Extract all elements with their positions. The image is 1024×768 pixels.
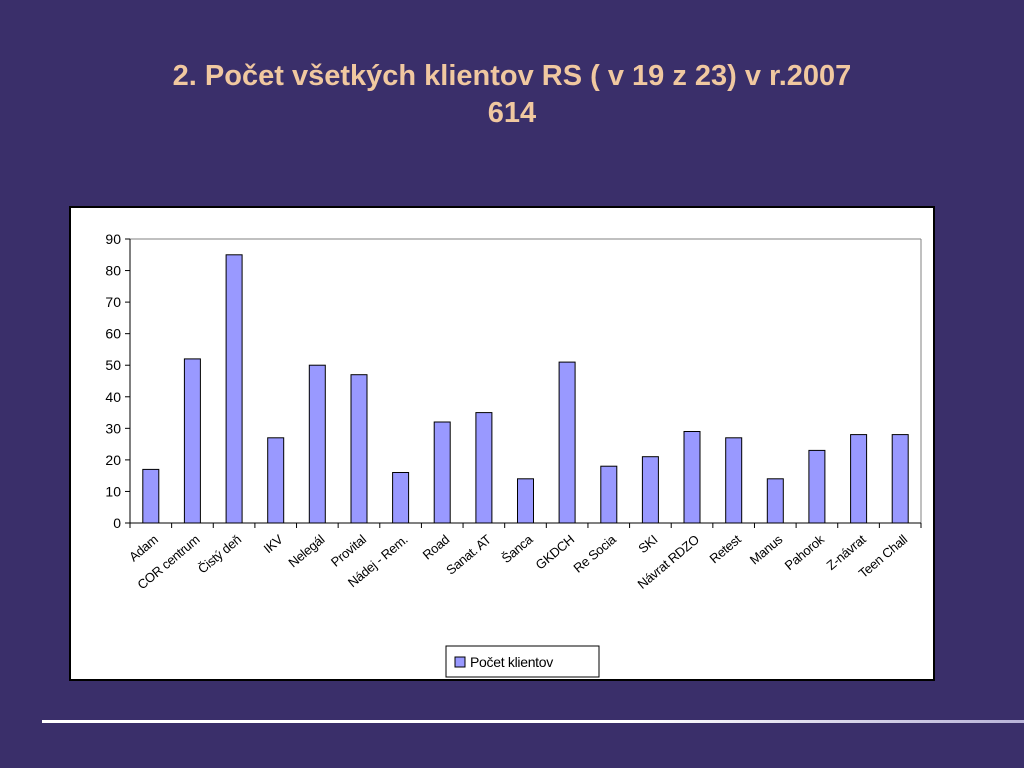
x-tick-label-8: Sanat. AT — [443, 532, 494, 578]
bar-4 — [308, 364, 326, 524]
x-tick-label-10: GKDCH — [533, 532, 577, 573]
bar-9 — [517, 478, 534, 524]
y-tick-label-8: 80 — [105, 263, 121, 279]
y-tick-label-7: 70 — [105, 294, 121, 310]
x-tick-label-16: Pahorok — [782, 531, 828, 573]
bar-0 — [142, 468, 160, 524]
slide-title-line2: 614 — [487, 97, 537, 129]
y-tick-label-6: 60 — [105, 326, 121, 342]
bar-7 — [433, 421, 451, 524]
bar-13 — [683, 431, 701, 524]
x-tick-label-0: Adam — [126, 532, 161, 565]
legend-swatch — [454, 656, 466, 668]
x-tick-label-14: Retest — [707, 531, 745, 566]
y-tick-label-4: 40 — [105, 389, 121, 405]
bar-16 — [808, 449, 826, 524]
x-tick-label-3: IKV — [261, 531, 286, 556]
x-tick-label-11: Re Socia — [570, 531, 619, 576]
bar-2 — [225, 254, 243, 524]
bar-8 — [475, 412, 493, 524]
bar-6 — [392, 472, 410, 524]
bar-17 — [850, 434, 868, 524]
y-tick-label-3: 30 — [105, 420, 121, 436]
x-tick-label-15: Manus — [747, 531, 786, 567]
bar-18 — [891, 434, 909, 524]
chart-frame: 0 10 20 30 40 50 60 70 80 90 Adam COR centrum Čistý … — [69, 206, 935, 681]
slide-title-line1: 2. Počet všetkých klientov RS ( v 19 z 2… — [172, 60, 852, 92]
legend-box — [445, 645, 600, 678]
bar-11 — [600, 465, 618, 524]
y-tick-label-9: 90 — [105, 231, 121, 247]
x-tick-label-7: Road — [420, 532, 453, 563]
y-tick-label-5: 50 — [105, 357, 121, 373]
bar-5 — [350, 374, 368, 524]
slide-title: 2. Počet všetkých klientov RS ( v 19 z 2… — [0, 58, 1024, 132]
legend-label: Počet klientov — [470, 654, 553, 670]
bar-14 — [725, 437, 743, 524]
y-tick-label-1: 10 — [105, 483, 121, 499]
x-tick-label-2: Čistý deň — [195, 532, 244, 577]
bar-15 — [766, 478, 784, 524]
y-tick-label-0: 0 — [113, 515, 121, 531]
footer-divider — [42, 720, 1024, 723]
bar-12 — [641, 456, 659, 524]
bar-1 — [183, 358, 201, 524]
x-tick-label-4: Nelegál — [285, 532, 327, 571]
x-tick-label-12: SKI — [635, 532, 660, 556]
bar-10 — [558, 361, 576, 524]
y-tick-label-2: 20 — [105, 452, 121, 468]
x-tick-label-9: Šanca — [499, 531, 537, 566]
bar-3 — [267, 437, 285, 524]
